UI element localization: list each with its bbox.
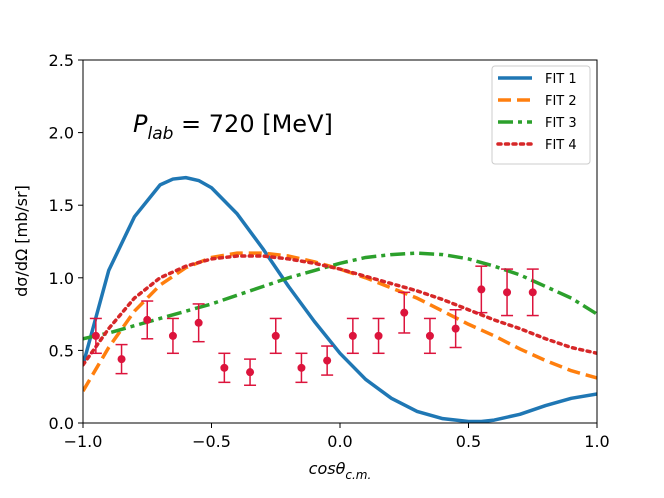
x-axis-label-main: cosθ	[309, 459, 346, 478]
data-marker	[194, 318, 203, 327]
series-line-fit-3	[83, 251, 597, 341]
data-marker	[168, 331, 177, 340]
data-point	[141, 300, 154, 340]
y-tick-label: 0.0	[49, 414, 74, 433]
data-marker	[143, 315, 152, 324]
legend-box	[491, 65, 591, 165]
legend-entry-fit-4: FIT 4	[496, 138, 577, 153]
legend-label: FIT 2	[545, 94, 577, 109]
plot-area	[82, 59, 598, 424]
data-point	[166, 317, 179, 355]
data-point	[398, 291, 411, 334]
legend-label: FIT 1	[545, 72, 577, 87]
y-axis-ticks: 0.0 0.5 1.0 1.5 2.0 2.5	[49, 51, 83, 433]
x-tick-label: −1.0	[64, 432, 103, 451]
data-marker	[477, 285, 486, 294]
legend-label: FIT 3	[545, 116, 577, 131]
data-marker	[117, 355, 126, 364]
data-point	[89, 317, 102, 355]
series-line-fit-1	[83, 175, 597, 423]
x-axis-label: cosθc.m.	[309, 459, 372, 482]
data-point	[475, 265, 488, 314]
data-marker	[271, 331, 280, 340]
series-line-fit-4	[83, 254, 597, 367]
data-point	[372, 317, 385, 355]
annotation-subscript: lab	[147, 124, 173, 144]
data-point	[526, 268, 539, 317]
legend-entry-fit-2: FIT 2	[498, 94, 577, 109]
annotation-text: = 720 [MeV]	[173, 110, 332, 138]
x-tick-label: 0.0	[327, 432, 352, 451]
data-marker	[91, 331, 100, 340]
data-marker	[374, 331, 383, 340]
annotation-symbol: P	[133, 110, 148, 138]
series-line-fit-2	[83, 251, 597, 392]
y-tick-label: 1.5	[49, 196, 74, 215]
data-marker	[348, 331, 357, 340]
data-point	[423, 317, 436, 355]
x-tick-label: −0.5	[192, 432, 231, 451]
data-marker	[400, 308, 409, 317]
legend-entry-fit-1: FIT 1	[498, 72, 577, 87]
data-point	[346, 317, 359, 355]
y-tick-label: 0.5	[49, 341, 74, 360]
data-marker	[220, 363, 229, 372]
momentum-annotation: Plab = 720 [MeV]	[133, 110, 333, 144]
y-axis-label: dσ/dΩ [mb/sr]	[12, 185, 31, 297]
x-tick-label: 1.0	[584, 432, 609, 451]
data-marker	[246, 368, 255, 377]
x-tick-label: 0.5	[456, 432, 481, 451]
data-point	[501, 268, 514, 317]
data-marker	[528, 288, 537, 297]
data-marker	[323, 356, 332, 365]
data-marker	[503, 288, 512, 297]
x-axis-ticks: −1.0 −0.5 0.0 0.5 1.0	[64, 423, 610, 451]
y-tick-label: 1.0	[49, 269, 74, 288]
experimental-points-layer	[89, 265, 539, 386]
legend-label: FIT 4	[545, 138, 577, 153]
data-point	[269, 317, 282, 355]
y-tick-label: 2.5	[49, 51, 74, 70]
data-point	[218, 352, 231, 384]
x-axis-label-subscript: c.m.	[345, 468, 371, 482]
series-layer	[83, 175, 597, 423]
data-marker	[297, 363, 306, 372]
data-point	[449, 308, 462, 349]
legend-entry-fit-3: FIT 3	[498, 116, 577, 131]
data-point	[321, 345, 334, 376]
data-point	[244, 358, 257, 386]
legend-items: FIT 1 FIT 2 FIT 3 FIT 4	[496, 72, 577, 153]
data-marker	[451, 324, 460, 333]
y-tick-label: 2.0	[49, 124, 74, 143]
data-point	[192, 303, 205, 343]
legend: FIT 1 FIT 2 FIT 3 FIT 4	[491, 65, 591, 165]
data-point	[295, 352, 308, 384]
data-marker	[425, 331, 434, 340]
data-point	[115, 343, 128, 375]
